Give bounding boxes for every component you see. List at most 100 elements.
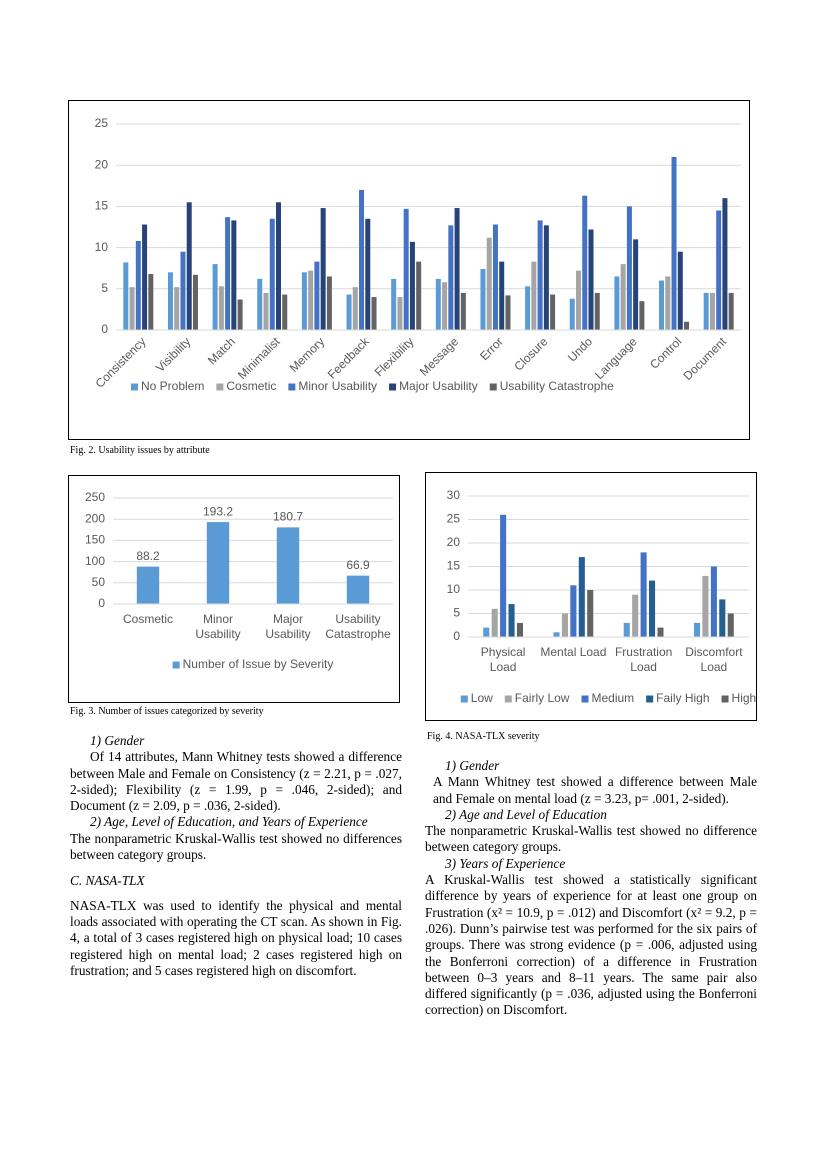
bar: [626, 206, 632, 330]
bar: [454, 208, 460, 330]
bar: [716, 210, 722, 330]
chart: 0 5 10 15 20 25 30 Low Fairly Low Medium Faily Hig…: [447, 488, 757, 705]
x-tick-label: Minimalist: [235, 334, 283, 382]
paragraph: Of 14 attributes, Mann Whitney tests sho…: [70, 749, 402, 814]
legend-label: Usability Catastrophe: [500, 379, 614, 393]
y-tick-label: 30: [447, 488, 461, 502]
bar: [657, 627, 664, 637]
bar: [186, 202, 192, 330]
bar: [639, 301, 645, 330]
y-tick-label: 15: [447, 559, 461, 573]
bar: [486, 237, 492, 330]
bar: [460, 292, 466, 330]
bar: [448, 225, 454, 330]
paragraph: The nonparametric Kruskal-Wallis test sh…: [70, 830, 402, 863]
x-tick-label: Major Usability: [265, 612, 311, 641]
data-label: 180.7: [273, 510, 303, 524]
subheading: 2) Age, Level of Education, and Years of…: [90, 814, 368, 830]
bar: [569, 298, 575, 330]
bar: [435, 278, 441, 330]
legend-label: Low: [471, 691, 493, 705]
subheading: 3) Years of Experience: [445, 855, 566, 871]
bar: [409, 241, 415, 330]
legend-label: Minor Usability: [298, 379, 377, 393]
subheading: 1) Gender: [90, 733, 145, 748]
bar: [480, 269, 486, 330]
legend-swatch: [646, 695, 654, 703]
x-tick-label: Discomfort Load: [685, 645, 743, 674]
paragraph: NASA-TLX was used to identify the physic…: [70, 897, 402, 978]
bar: [525, 286, 531, 330]
bar: [326, 276, 332, 330]
bar: [308, 270, 314, 330]
x-tick-label: Match: [205, 334, 238, 367]
bar: [640, 552, 647, 637]
legend-swatch: [489, 383, 497, 391]
x-tick-label: Feedback: [325, 334, 373, 382]
bar: [561, 613, 568, 637]
y-tick-label: 0: [98, 596, 105, 610]
x-tick-label: Flexibility: [372, 334, 417, 379]
bar: [263, 292, 269, 330]
y-tick-label: 0: [453, 629, 460, 643]
bar: [531, 261, 537, 330]
y-tick-label: 5: [101, 281, 108, 295]
x-tick-label: Message: [417, 334, 462, 379]
bar: [582, 195, 588, 330]
bar: [623, 622, 630, 637]
bar: [483, 627, 490, 637]
x-tick-label: Frustration Load: [614, 645, 673, 674]
data-label: 66.9: [346, 558, 370, 572]
legend-label: Faily High: [656, 691, 709, 705]
bar: [492, 224, 498, 330]
bar: [142, 224, 148, 330]
bar: [359, 189, 365, 330]
x-tick-label: Visibility: [153, 334, 193, 374]
bar: [371, 297, 377, 330]
legend-swatch: [460, 695, 468, 703]
bar: [516, 622, 524, 637]
y-tick-label: 200: [85, 511, 105, 525]
bar: [416, 261, 422, 330]
bar: [403, 208, 409, 330]
bar: [693, 622, 701, 637]
x-tick-label: Control: [647, 334, 684, 371]
y-tick-label: 50: [92, 575, 106, 589]
bar: [167, 272, 173, 330]
bar: [148, 273, 154, 330]
x-tick-label: Closure: [511, 334, 550, 373]
bar: [620, 264, 626, 330]
bar: [135, 241, 141, 330]
text-column: 1) Gender Of 14 attributes, Mann Whitney…: [70, 733, 402, 979]
bar: [442, 282, 448, 330]
bar: [346, 575, 370, 604]
bar: [491, 608, 498, 637]
legend-label: Major Usability: [399, 379, 478, 393]
legend-label: High: [732, 691, 757, 705]
bar: [218, 286, 224, 330]
bar: [703, 292, 709, 330]
bar: [594, 292, 600, 330]
figure: 0 50 100 150 200 250 88.2 193.2 180.7 66.9 Number …: [68, 475, 400, 703]
bar: [633, 239, 639, 330]
bar: [269, 218, 275, 330]
x-tick-label: Cosmetic: [122, 612, 173, 626]
text-column: 1) Gender A Mann Whitney test showed a d…: [425, 758, 757, 1019]
chart: 0 50 100 150 200 250 88.2 193.2 180.7 66.9 Number …: [85, 490, 393, 671]
paragraph: A Mann Whitney test showed a difference …: [433, 774, 757, 806]
legend-swatch: [172, 661, 180, 669]
bar: [588, 229, 594, 330]
y-tick-label: 25: [447, 512, 461, 526]
bar: [576, 270, 581, 330]
bar: [192, 274, 198, 330]
y-tick-label: 20: [95, 157, 109, 171]
bar: [578, 557, 585, 637]
bar: [702, 575, 709, 637]
bar: [722, 198, 728, 330]
bar: [499, 261, 505, 330]
legend-label: Cosmetic: [226, 379, 276, 393]
legend-swatch: [131, 383, 138, 391]
y-tick-label: 20: [447, 535, 461, 549]
x-tick-label: Usability Catastrophe: [325, 612, 391, 641]
